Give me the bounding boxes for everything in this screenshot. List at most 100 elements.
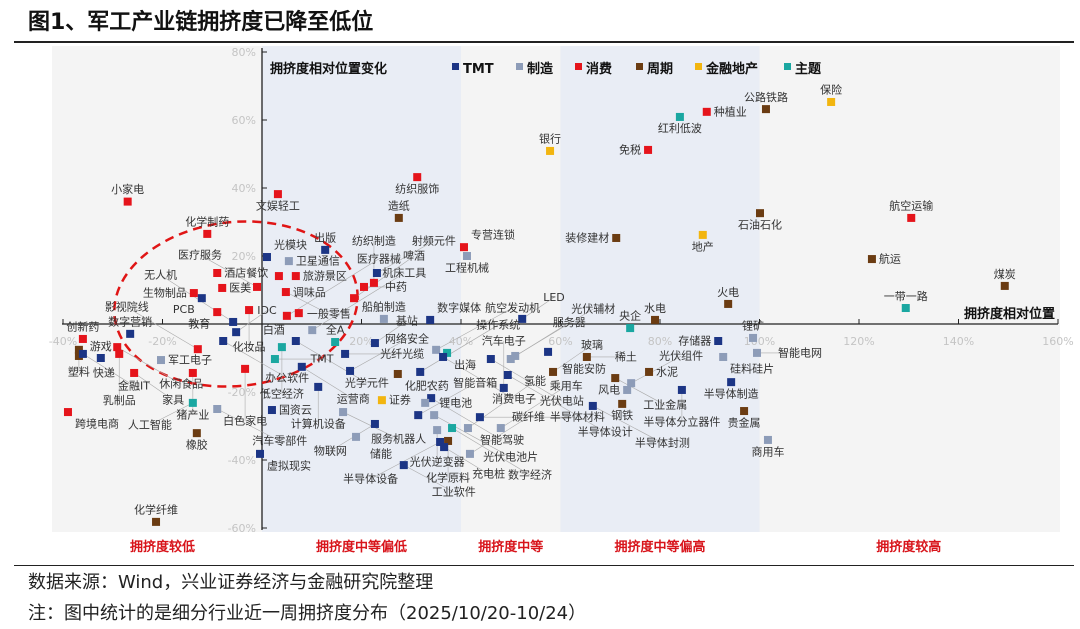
data-label: 出版 — [314, 230, 336, 244]
data-label: 光伏电站 — [540, 394, 584, 408]
label-leader-line — [117, 346, 182, 385]
data-point — [443, 348, 452, 357]
data-point — [339, 408, 348, 417]
data-point — [544, 347, 553, 356]
legend-label: 周期 — [647, 62, 673, 77]
legend-label: TMT — [463, 62, 494, 77]
data-label: 出海 — [454, 357, 476, 371]
data-point — [618, 399, 627, 408]
data-label: 人工智能 — [128, 417, 172, 431]
data-label: 计算机设备 — [291, 416, 346, 430]
data-label: 商用车 — [751, 444, 784, 458]
data-point — [213, 269, 222, 277]
data-point — [901, 304, 910, 313]
data-point — [724, 299, 733, 308]
data-point — [755, 209, 764, 218]
legend-marker-M — [516, 63, 523, 70]
label-leader-line — [522, 297, 555, 320]
data-point — [213, 308, 222, 317]
data-point — [698, 230, 707, 239]
data-point — [245, 306, 254, 315]
data-label: 公路铁路 — [744, 91, 788, 104]
data-label: 一带一路 — [884, 290, 928, 303]
data-point — [645, 367, 654, 376]
data-point — [727, 378, 736, 387]
x-tick-label: 160% — [1042, 335, 1073, 348]
label-leader-line — [370, 441, 441, 480]
data-label: 化学纤维 — [134, 502, 178, 516]
data-point — [439, 352, 448, 361]
data-point — [753, 348, 762, 357]
x-tick-label: 120% — [843, 335, 874, 348]
data-point — [740, 407, 749, 416]
data-label: 存储器 — [678, 334, 711, 348]
data-label: 办公软件 — [265, 371, 309, 385]
data-label: 酒店餐饮 — [224, 266, 268, 280]
data-point — [369, 278, 378, 287]
label-leader-line — [435, 307, 513, 351]
y-tick-label: -40% — [228, 454, 256, 467]
data-label: 智能音箱 — [453, 376, 497, 390]
data-label: 啤酒 — [403, 249, 425, 263]
data-point — [749, 333, 758, 342]
data-label: 航空发动机 — [485, 300, 540, 314]
data-label: 半导体封测 — [635, 435, 690, 449]
data-point — [462, 252, 471, 260]
data-label: 工业金属 — [643, 398, 687, 412]
data-label: 家具 — [162, 392, 184, 406]
data-label: 生物制品 — [143, 286, 187, 300]
y-tick-label: 80% — [232, 46, 256, 59]
label-leader-line — [631, 355, 682, 384]
label-leader-line — [82, 353, 135, 387]
data-point — [341, 349, 350, 358]
zone-label: 拥挤度中等 — [478, 539, 543, 555]
data-point — [549, 367, 558, 376]
data-label: 造纸 — [388, 198, 410, 212]
data-point — [702, 107, 711, 116]
data-label: 半导体设备 — [343, 471, 398, 485]
data-point — [611, 374, 620, 383]
data-point — [282, 311, 291, 320]
data-label: 银行 — [539, 131, 561, 145]
data-label: 锂矿 — [742, 318, 764, 332]
data-point — [675, 112, 684, 121]
label-leader-line — [442, 356, 515, 400]
data-point — [232, 328, 241, 337]
y-tick-label: -20% — [228, 386, 256, 399]
data-point — [436, 437, 445, 446]
zone-label: 拥挤度较低 — [130, 539, 195, 555]
data-label: 保险 — [820, 82, 842, 96]
data-label: 全A — [326, 323, 345, 337]
data-label: 运营商 — [337, 391, 370, 405]
plot-area — [52, 46, 1060, 532]
data-label: 服务机器人 — [371, 432, 426, 446]
data-point — [123, 197, 132, 206]
label-leader-line — [126, 306, 198, 350]
data-point — [284, 257, 293, 266]
data-label: 红利低波 — [658, 122, 702, 135]
data-label: 装修建材 — [565, 230, 609, 244]
data-label: 煤炭 — [994, 268, 1016, 281]
data-label: 橡胶 — [186, 438, 208, 452]
label-leader-line — [552, 344, 593, 373]
x-tick-label: -40% — [49, 335, 77, 348]
label-leader-line — [469, 416, 529, 455]
label-leader-line — [349, 338, 408, 372]
data-point — [430, 411, 439, 420]
label-leader-line — [430, 397, 503, 441]
x-tick-label: 140% — [943, 335, 974, 348]
data-label: 锂电池 — [439, 395, 472, 409]
data-point — [331, 338, 340, 347]
data-point — [907, 213, 916, 222]
data-label: 纺织制造 — [352, 233, 396, 247]
data-label: 种植业 — [714, 104, 747, 118]
data-label: 工程机械 — [445, 261, 489, 275]
data-point — [267, 406, 276, 415]
x-tick-label: 80% — [648, 335, 672, 348]
data-label: 汽车电子 — [482, 333, 526, 347]
data-label: 水泥 — [656, 365, 678, 378]
data-label: 旅游景区 — [303, 269, 347, 283]
data-point — [496, 424, 505, 433]
data-point — [314, 382, 323, 391]
data-point — [1000, 281, 1009, 290]
